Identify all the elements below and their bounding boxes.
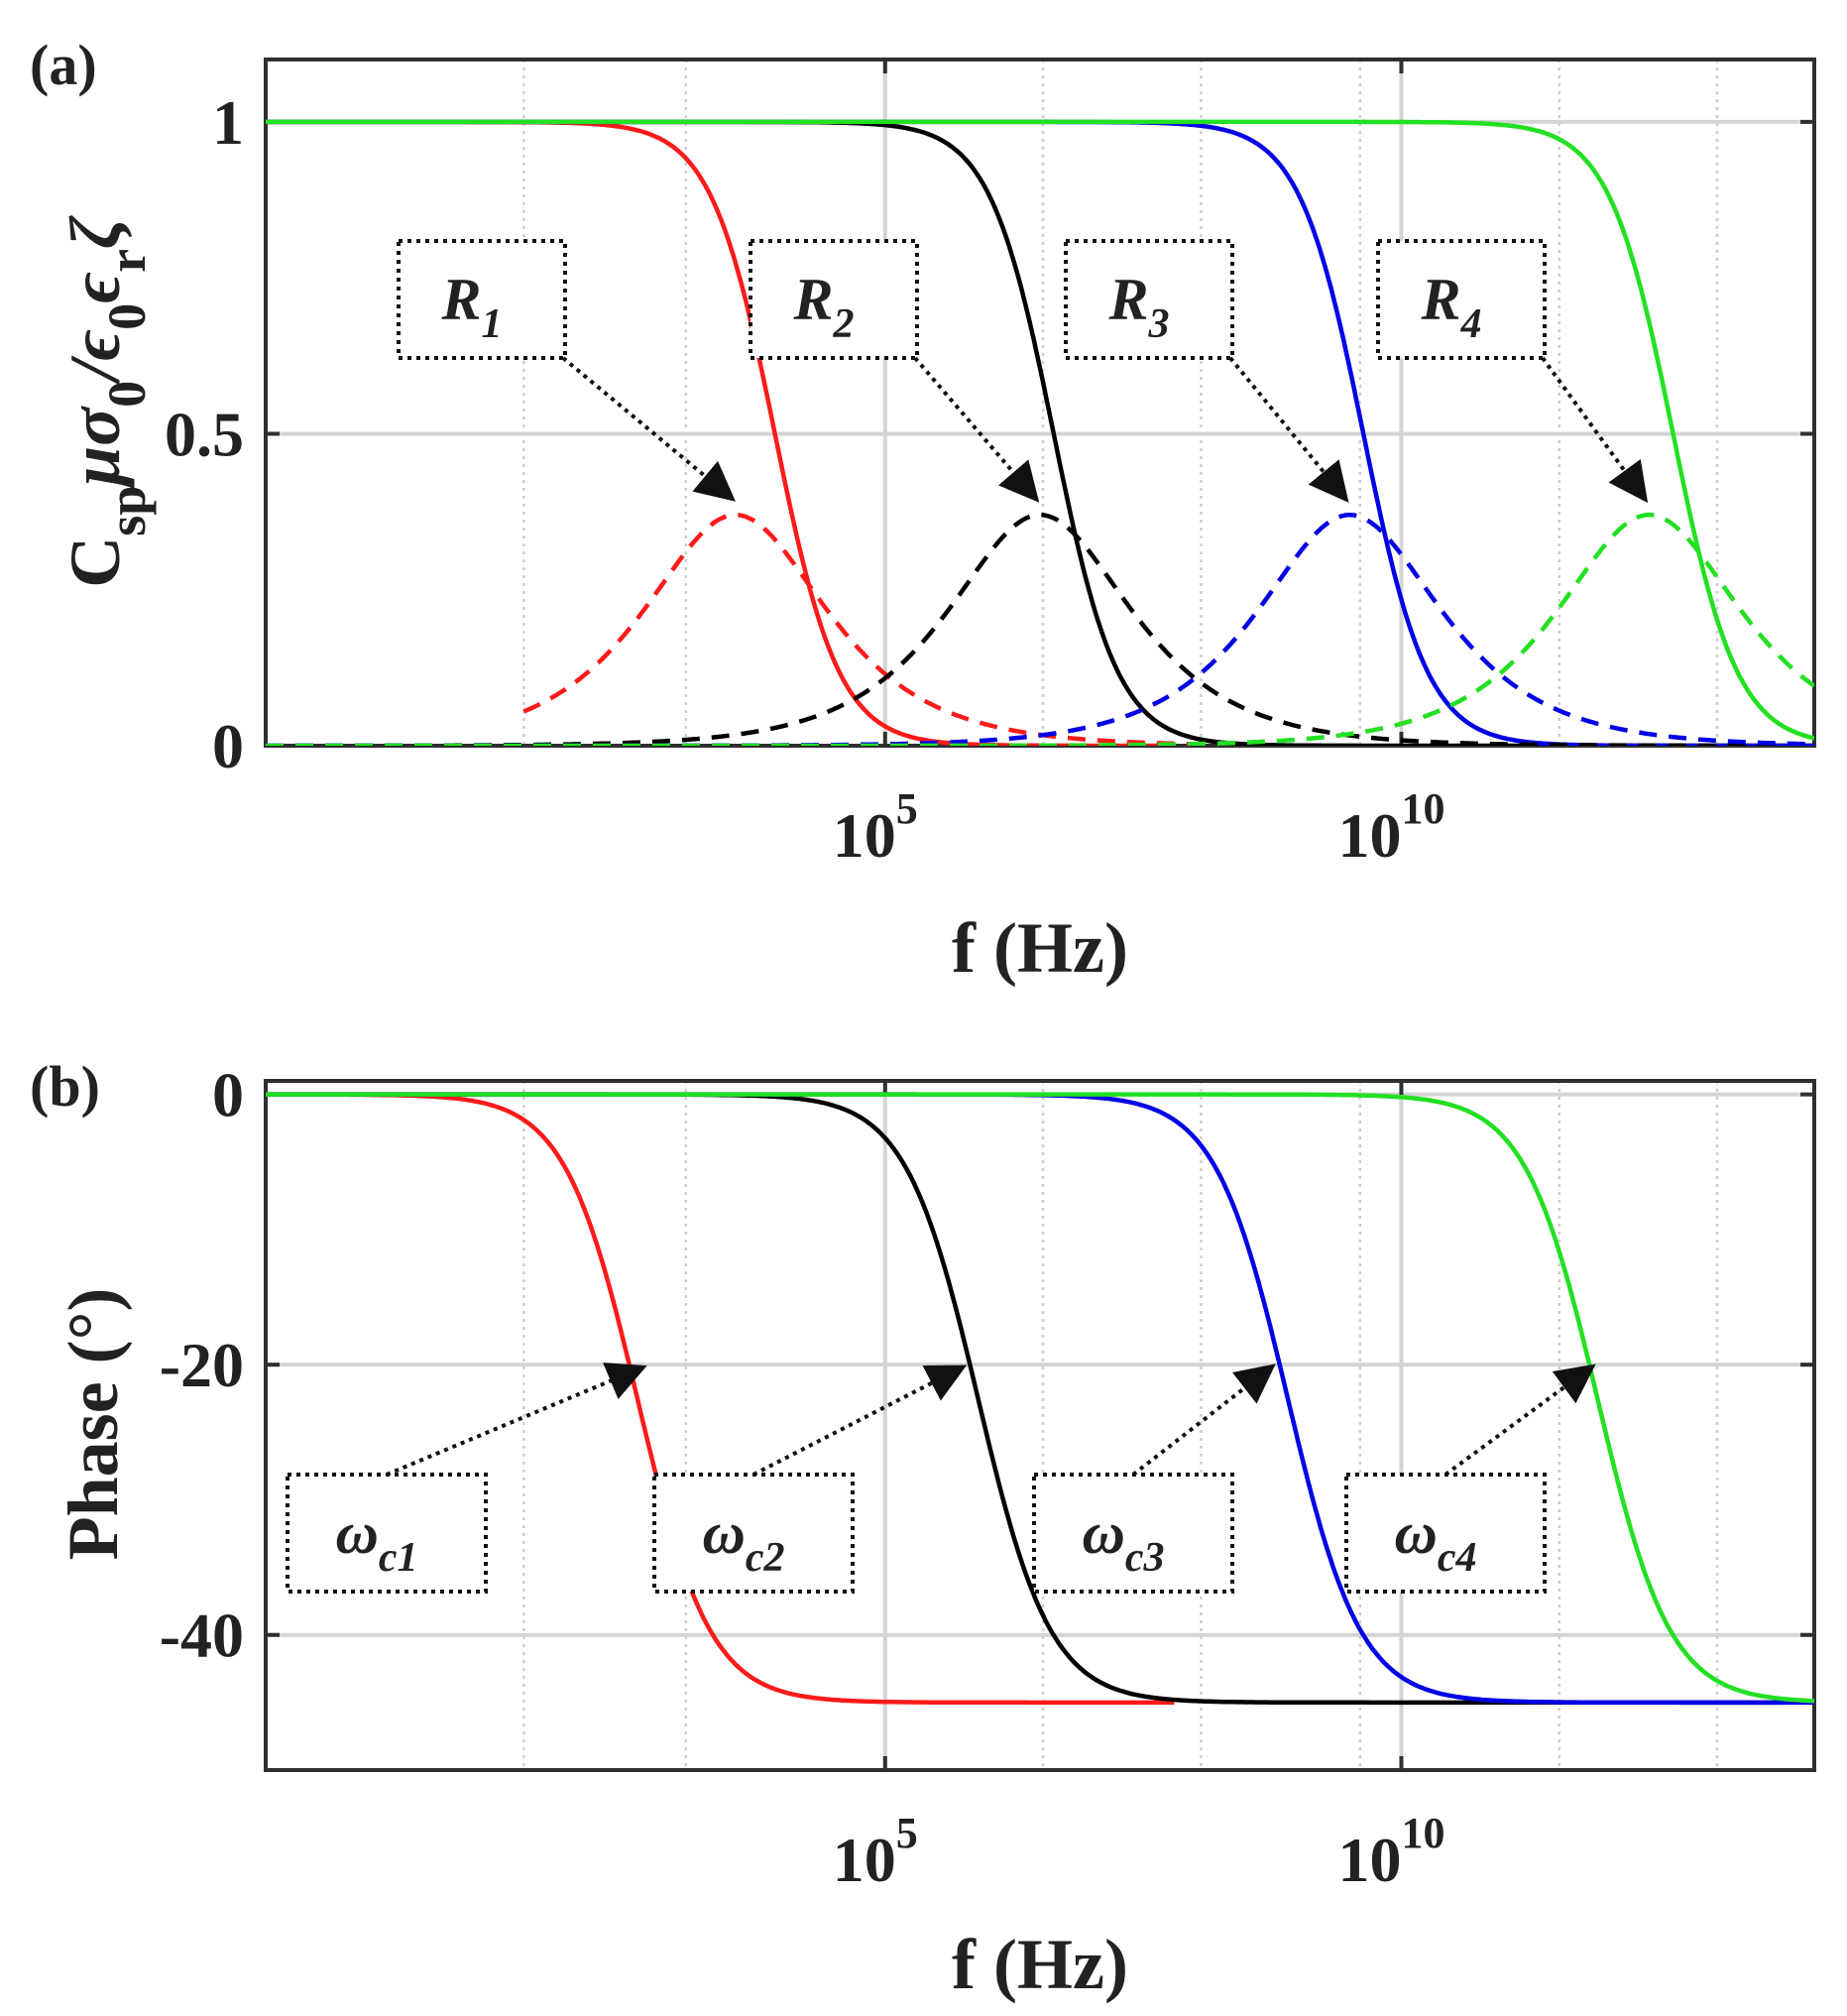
annotation-arrow <box>1131 1364 1276 1477</box>
annotation-arrow <box>1228 356 1349 503</box>
annotation-arrow <box>561 356 736 502</box>
annotation-main: ω <box>335 1500 378 1566</box>
annotation-sub: 1 <box>482 301 503 347</box>
series-line-r4-phase <box>266 1092 1814 1704</box>
annotation-arrow <box>386 1363 647 1477</box>
annotation-main: R <box>440 267 481 332</box>
series-line-r4-real <box>266 119 1814 741</box>
annotation-box <box>749 239 919 360</box>
x-tick-label: 1010 <box>1337 784 1444 871</box>
annotation-label: ωc2 <box>702 1500 784 1581</box>
annotation-arrow <box>1443 1364 1596 1477</box>
annotation-box <box>397 239 567 360</box>
annotation-r3: R3 <box>1064 239 1349 503</box>
annotation-omega-c2: ωc2 <box>652 1364 968 1594</box>
annotation-box <box>1064 239 1234 360</box>
plot-frame <box>264 1079 1816 1772</box>
annotation-main: ω <box>1082 1500 1124 1566</box>
y-title-part: ζ <box>56 215 135 249</box>
y-tick-label: -20 <box>160 1330 244 1400</box>
annotation-arrow <box>752 1364 968 1477</box>
annotation-sub: 3 <box>1148 301 1170 347</box>
x-tick-label: 105 <box>833 1809 918 1895</box>
x-tick-exponent: 5 <box>896 1809 918 1857</box>
series-line-r4-imag <box>266 512 1814 746</box>
annotation-sub: c2 <box>746 1535 785 1581</box>
annotation-sub: c4 <box>1438 1535 1477 1581</box>
y-title-subscript: r <box>97 249 157 273</box>
data-layer <box>266 1092 1814 1706</box>
y-tick-label: 1 <box>212 87 244 158</box>
annotation-label: R1 <box>440 267 502 347</box>
annotation-sub: c1 <box>379 1535 418 1581</box>
annotation-main: R <box>1420 267 1460 332</box>
annotation-label: R3 <box>1107 267 1169 347</box>
x-axis-title: f (Hz) <box>952 1925 1128 2004</box>
annotation-label: ωc4 <box>1394 1500 1476 1581</box>
annotation-r1: R1 <box>397 239 736 502</box>
annotation-box <box>286 1473 488 1594</box>
y-title-subscript: 0 <box>97 303 157 330</box>
series-line-r2-phase <box>266 1092 1784 1706</box>
annotation-arrow <box>1541 356 1649 504</box>
annotation-sub: 2 <box>833 301 855 347</box>
x-tick-exponent: 10 <box>1401 1809 1444 1857</box>
annotation-main: R <box>792 267 833 332</box>
plot-frame <box>264 58 1816 748</box>
data-layer <box>266 119 1814 746</box>
y-tick-label: -40 <box>160 1601 244 1671</box>
y-tick-label: 0 <box>212 711 244 781</box>
y-title-subscript: sp <box>97 486 157 536</box>
annotation-sub: c3 <box>1125 1535 1165 1581</box>
annotation-label: R2 <box>792 267 854 347</box>
x-tick-exponent: 5 <box>896 784 918 833</box>
annotation-arrow <box>913 356 1040 503</box>
x-tick-base: 10 <box>833 800 896 871</box>
y-title-part: /ϵ <box>56 329 135 386</box>
annotation-box <box>1376 239 1547 360</box>
annotation-main: ω <box>702 1500 745 1566</box>
series-line-r1-phase <box>266 1092 1175 1706</box>
x-tick-label: 105 <box>833 784 918 871</box>
x-tick-base: 10 <box>1337 1825 1401 1895</box>
series-line-r1-imag <box>522 513 1196 746</box>
y-title-part: ϵ <box>56 272 135 303</box>
annotation-omega-c4: ωc4 <box>1344 1364 1596 1594</box>
series-line-r3-imag <box>266 512 1814 746</box>
y-title-subscript: 0 <box>97 381 157 408</box>
annotation-main: ω <box>1394 1500 1437 1566</box>
y-title-part: μσ <box>56 406 135 490</box>
annotation-box <box>1032 1473 1234 1594</box>
annotation-r4: R4 <box>1376 239 1649 504</box>
series-line-r2-imag <box>266 512 1814 746</box>
x-tick-label: 1010 <box>1337 1809 1444 1895</box>
annotation-omega-c3: ωc3 <box>1032 1364 1276 1594</box>
x-axis-title: f (Hz) <box>952 908 1128 988</box>
y-axis-title: Cspμσ0/ϵ0ϵrζ <box>56 215 157 588</box>
y-tick-label: 0.5 <box>165 399 244 469</box>
y-title-part: C <box>56 536 135 588</box>
annotation-label: ωc3 <box>1082 1500 1164 1581</box>
y-axis-title: Phase (°) <box>54 1288 133 1561</box>
annotation-label: ωc1 <box>335 1500 417 1581</box>
annotation-main: R <box>1107 267 1148 332</box>
annotation-r2: R2 <box>749 239 1040 503</box>
x-tick-base: 10 <box>833 1825 896 1895</box>
annotation-omega-c1: ωc1 <box>286 1363 647 1594</box>
annotation-label: R4 <box>1420 267 1481 347</box>
x-tick-exponent: 10 <box>1401 784 1444 833</box>
panel-label: (a) <box>30 33 97 97</box>
x-tick-base: 10 <box>1337 800 1401 871</box>
panel-label: (b) <box>30 1054 100 1119</box>
y-tick-label: 0 <box>212 1060 244 1130</box>
annotation-sub: 4 <box>1460 301 1482 347</box>
